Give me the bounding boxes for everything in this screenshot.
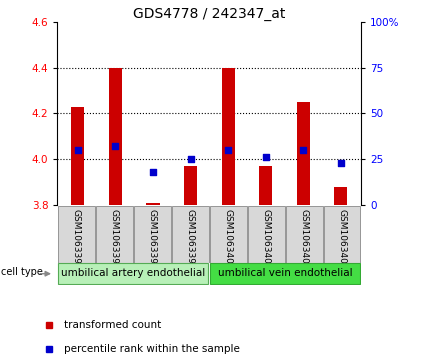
Bar	[210, 263, 360, 284]
Point	[150, 169, 156, 175]
Text: GSM1063396: GSM1063396	[72, 209, 81, 270]
Point	[112, 143, 119, 149]
Bar	[286, 206, 323, 262]
Bar	[210, 206, 246, 262]
Text: GSM1063406: GSM1063406	[262, 209, 271, 270]
Point	[300, 147, 307, 153]
Text: GSM1063399: GSM1063399	[186, 209, 195, 270]
Text: cell type: cell type	[1, 267, 43, 277]
Text: umbilical vein endothelial: umbilical vein endothelial	[218, 268, 353, 278]
Bar	[184, 166, 197, 205]
Bar	[134, 206, 170, 262]
Bar	[96, 206, 133, 262]
Text: GSM1063408: GSM1063408	[338, 209, 347, 270]
Bar	[109, 68, 122, 205]
Point	[262, 155, 269, 160]
Text: GSM1063397: GSM1063397	[110, 209, 119, 270]
Bar	[259, 166, 272, 205]
Bar	[58, 206, 95, 262]
Text: percentile rank within the sample: percentile rank within the sample	[65, 344, 240, 354]
Point	[74, 147, 81, 153]
Bar	[297, 102, 310, 205]
Point	[225, 147, 232, 153]
Text: GSM1063405: GSM1063405	[224, 209, 233, 270]
Bar	[172, 206, 209, 262]
Bar	[58, 263, 208, 284]
Text: GSM1063407: GSM1063407	[300, 209, 309, 270]
Bar	[221, 68, 235, 205]
Point	[187, 156, 194, 162]
Point	[337, 160, 344, 166]
Text: transformed count: transformed count	[65, 321, 162, 330]
Bar	[334, 187, 348, 205]
Title: GDS4778 / 242347_at: GDS4778 / 242347_at	[133, 7, 286, 21]
Text: umbilical artery endothelial: umbilical artery endothelial	[61, 268, 205, 278]
Bar	[324, 206, 360, 262]
Bar	[248, 206, 284, 262]
Text: GSM1063398: GSM1063398	[148, 209, 157, 270]
Bar	[146, 203, 159, 205]
Bar	[71, 107, 84, 205]
